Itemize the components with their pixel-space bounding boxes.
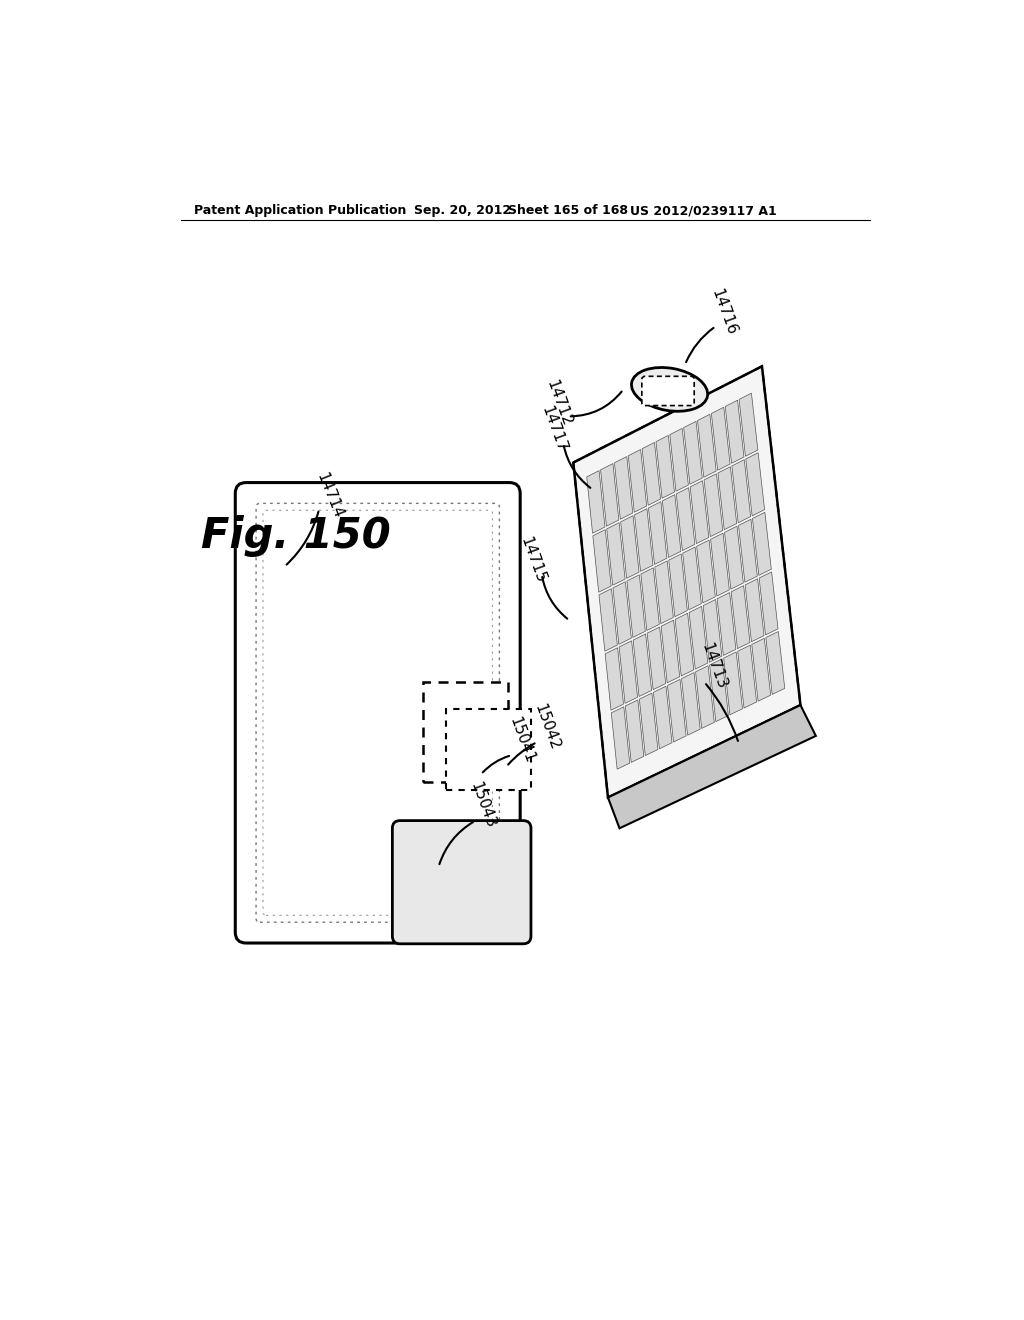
Polygon shape <box>725 400 744 463</box>
Polygon shape <box>629 450 647 512</box>
Ellipse shape <box>632 367 708 412</box>
Polygon shape <box>737 645 757 708</box>
Polygon shape <box>620 640 638 704</box>
Polygon shape <box>639 693 657 755</box>
Text: Fig. 150: Fig. 150 <box>202 515 391 557</box>
Polygon shape <box>635 508 653 572</box>
Polygon shape <box>710 659 728 722</box>
Polygon shape <box>745 453 765 516</box>
Text: 14712: 14712 <box>544 378 574 429</box>
Polygon shape <box>605 648 624 710</box>
Polygon shape <box>587 471 605 533</box>
Text: Sep. 20, 2012: Sep. 20, 2012 <box>414 205 511 218</box>
Polygon shape <box>724 652 742 715</box>
Polygon shape <box>647 627 666 689</box>
Polygon shape <box>626 700 644 763</box>
Polygon shape <box>697 414 716 478</box>
Polygon shape <box>695 665 715 729</box>
Polygon shape <box>662 620 680 682</box>
FancyBboxPatch shape <box>642 376 694 405</box>
Polygon shape <box>600 463 618 527</box>
Polygon shape <box>676 487 695 550</box>
Polygon shape <box>712 408 730 470</box>
Polygon shape <box>613 582 632 644</box>
Polygon shape <box>614 457 633 519</box>
Polygon shape <box>621 516 639 578</box>
Polygon shape <box>648 502 667 565</box>
Polygon shape <box>739 393 758 457</box>
Polygon shape <box>627 574 645 638</box>
Polygon shape <box>738 519 758 582</box>
Polygon shape <box>611 706 630 770</box>
Polygon shape <box>641 568 659 631</box>
Polygon shape <box>717 593 736 656</box>
Polygon shape <box>675 614 693 676</box>
Polygon shape <box>607 523 625 585</box>
Text: US 2012/0239117 A1: US 2012/0239117 A1 <box>630 205 776 218</box>
Text: 15041: 15041 <box>507 715 537 766</box>
Text: 14716: 14716 <box>709 288 738 338</box>
Polygon shape <box>684 421 702 484</box>
Polygon shape <box>690 480 709 544</box>
Polygon shape <box>732 459 751 523</box>
Text: 14714: 14714 <box>313 470 345 521</box>
Polygon shape <box>745 578 764 642</box>
Text: 14717: 14717 <box>539 404 569 454</box>
Polygon shape <box>682 673 700 735</box>
Polygon shape <box>753 512 771 576</box>
Polygon shape <box>669 554 687 616</box>
Polygon shape <box>703 599 722 663</box>
Polygon shape <box>718 467 736 529</box>
Polygon shape <box>725 527 743 589</box>
Polygon shape <box>705 474 723 537</box>
Polygon shape <box>766 631 784 694</box>
Polygon shape <box>653 686 672 748</box>
Polygon shape <box>670 429 688 491</box>
Polygon shape <box>683 546 701 610</box>
Polygon shape <box>668 680 686 742</box>
Text: 15043: 15043 <box>468 780 499 830</box>
Polygon shape <box>573 367 801 797</box>
Polygon shape <box>608 705 816 829</box>
Bar <box>446 709 531 789</box>
Polygon shape <box>731 586 750 648</box>
Polygon shape <box>759 572 778 635</box>
Text: 14715: 14715 <box>517 535 548 586</box>
Polygon shape <box>642 442 660 506</box>
Bar <box>423 682 508 781</box>
Polygon shape <box>633 634 651 697</box>
Polygon shape <box>711 533 729 597</box>
Polygon shape <box>689 606 708 669</box>
Polygon shape <box>663 495 681 557</box>
Polygon shape <box>599 589 617 651</box>
Text: Sheet 165 of 168: Sheet 165 of 168 <box>508 205 628 218</box>
Text: Patent Application Publication: Patent Application Publication <box>194 205 407 218</box>
Text: 15042: 15042 <box>531 701 561 752</box>
Polygon shape <box>696 540 716 603</box>
Text: 14713: 14713 <box>699 642 729 692</box>
Polygon shape <box>752 639 771 701</box>
FancyBboxPatch shape <box>392 821 531 944</box>
Polygon shape <box>593 529 611 593</box>
Polygon shape <box>656 436 675 498</box>
FancyBboxPatch shape <box>236 483 520 942</box>
Polygon shape <box>654 561 674 623</box>
